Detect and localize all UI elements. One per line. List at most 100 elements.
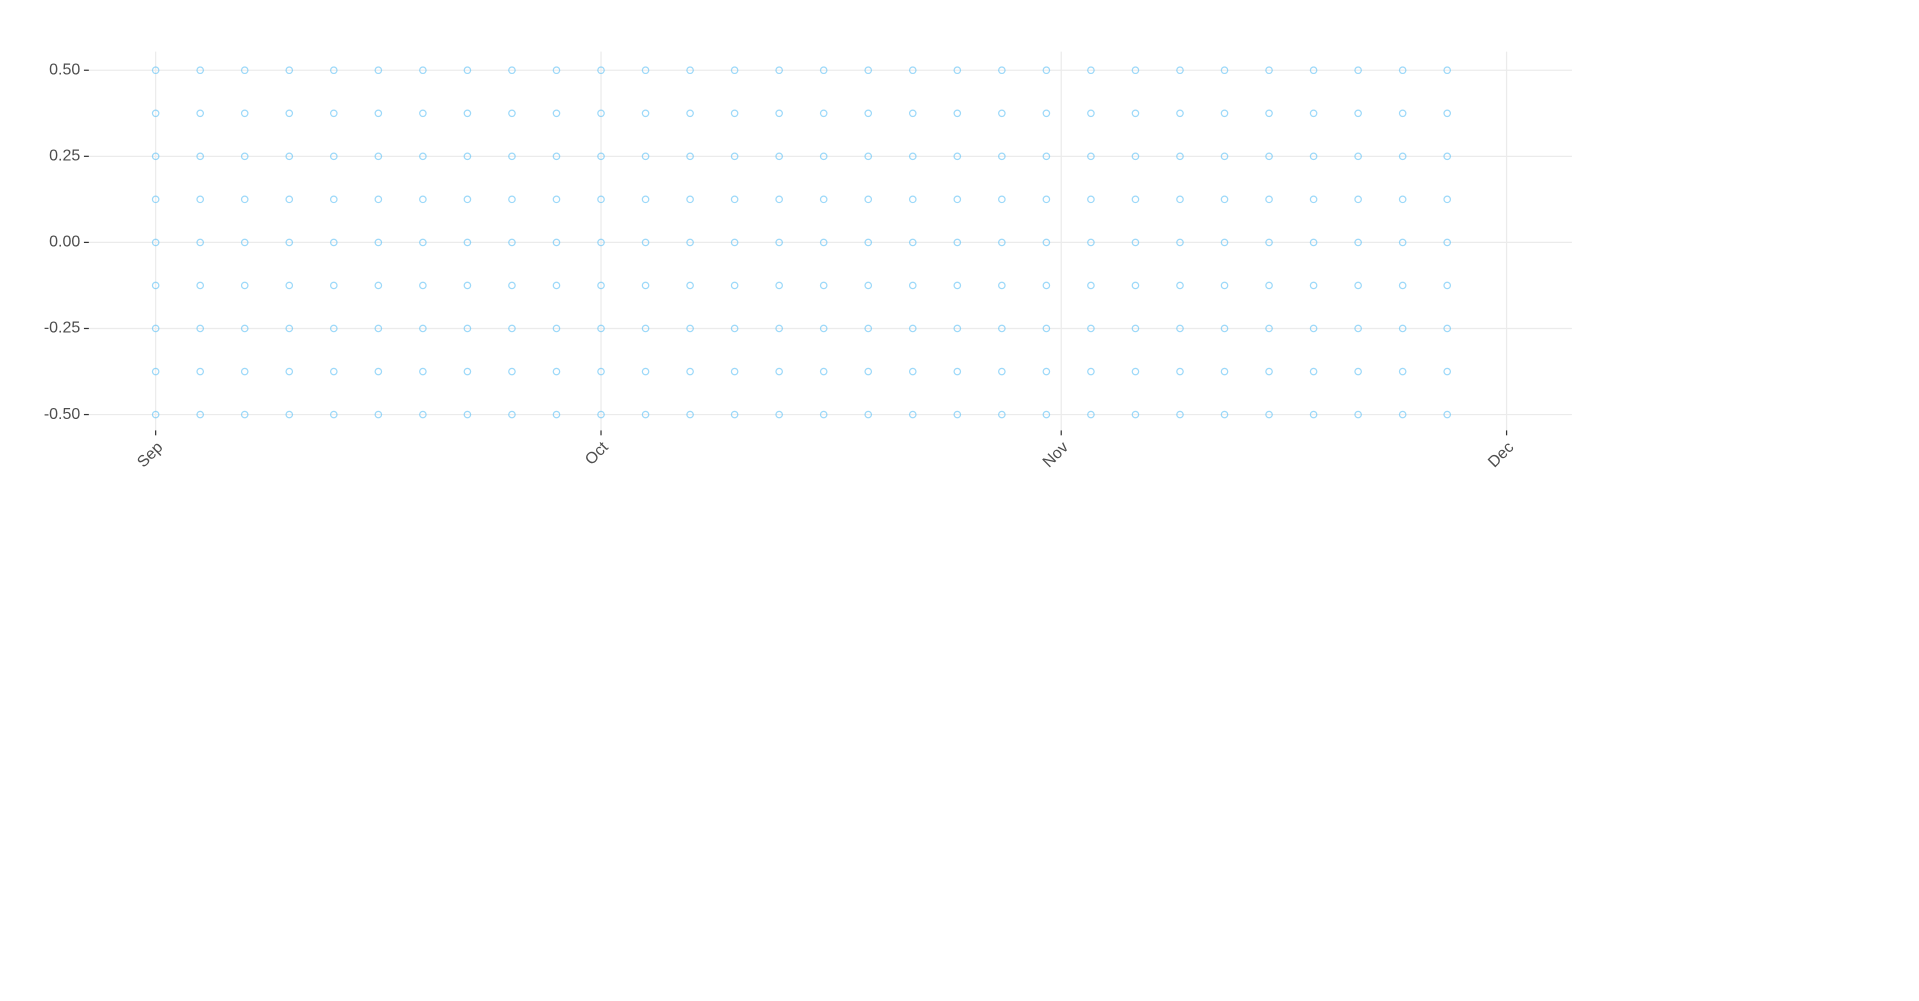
score-point bbox=[196, 109, 205, 118]
x-tick-label: Oct bbox=[582, 439, 612, 469]
score-point bbox=[864, 367, 873, 376]
y-tick-label: -0.25 bbox=[44, 320, 81, 337]
score-point bbox=[1443, 367, 1452, 376]
score-point bbox=[819, 152, 828, 161]
score-point bbox=[1309, 367, 1318, 376]
score-point bbox=[730, 238, 739, 247]
score-point bbox=[1398, 324, 1407, 333]
score-point bbox=[1354, 238, 1362, 247]
score-point bbox=[775, 152, 783, 161]
score-point bbox=[686, 281, 694, 290]
score-point bbox=[819, 367, 828, 376]
score-point bbox=[374, 410, 383, 419]
score-point bbox=[508, 195, 516, 204]
score-point bbox=[953, 195, 962, 204]
score-point bbox=[864, 324, 873, 333]
score-point bbox=[908, 66, 917, 75]
score-point bbox=[864, 410, 873, 419]
score-point bbox=[1309, 109, 1318, 118]
score-point bbox=[819, 109, 828, 118]
score-point bbox=[1176, 238, 1184, 247]
score-point bbox=[552, 152, 561, 161]
score-point bbox=[1309, 238, 1318, 247]
score-point bbox=[463, 367, 472, 376]
score-point bbox=[1265, 324, 1273, 333]
score-point bbox=[240, 367, 249, 376]
score-point bbox=[508, 324, 516, 333]
score-point bbox=[908, 238, 917, 247]
score-point bbox=[196, 281, 205, 290]
score-point bbox=[730, 281, 739, 290]
score-point bbox=[730, 152, 739, 161]
score-point bbox=[240, 109, 249, 118]
score-point bbox=[953, 281, 962, 290]
score-point bbox=[374, 367, 383, 376]
score-point bbox=[1220, 238, 1229, 247]
score-point bbox=[240, 238, 249, 247]
score-point bbox=[597, 324, 605, 333]
score-point bbox=[1220, 410, 1229, 419]
score-point bbox=[1042, 66, 1051, 75]
score-point bbox=[1042, 152, 1051, 161]
score-point bbox=[240, 410, 249, 419]
score-point bbox=[1176, 367, 1184, 376]
score-point bbox=[552, 410, 561, 419]
score-point bbox=[329, 324, 338, 333]
score-point bbox=[1443, 109, 1452, 118]
score-point bbox=[597, 152, 605, 161]
score-point bbox=[1398, 281, 1407, 290]
score-point bbox=[1087, 367, 1095, 376]
score-point bbox=[597, 367, 605, 376]
score-point bbox=[775, 195, 783, 204]
score-point bbox=[953, 238, 962, 247]
score-point bbox=[151, 367, 160, 376]
score-point bbox=[285, 410, 294, 419]
score-point bbox=[1042, 281, 1051, 290]
score-point bbox=[1220, 152, 1229, 161]
score-point bbox=[463, 66, 472, 75]
score-point bbox=[552, 109, 561, 118]
score-point bbox=[1265, 367, 1273, 376]
score-point bbox=[374, 66, 383, 75]
score-point bbox=[1443, 281, 1452, 290]
score-point bbox=[1176, 109, 1184, 118]
score-point bbox=[1354, 410, 1362, 419]
score-point bbox=[196, 238, 205, 247]
score-point bbox=[374, 238, 383, 247]
score-point bbox=[552, 324, 561, 333]
score-point bbox=[641, 152, 650, 161]
score-point bbox=[641, 66, 650, 75]
x-tick-label: Dec bbox=[1485, 439, 1517, 471]
score-point bbox=[908, 152, 917, 161]
score-point bbox=[196, 324, 205, 333]
score-point bbox=[597, 66, 605, 75]
score-point bbox=[1309, 152, 1318, 161]
score-point bbox=[329, 367, 338, 376]
score-point bbox=[508, 367, 516, 376]
score-point bbox=[641, 324, 650, 333]
score-point bbox=[240, 66, 249, 75]
score-point bbox=[1443, 66, 1452, 75]
score-point bbox=[552, 195, 561, 204]
score-point bbox=[329, 410, 338, 419]
y-tick-label: 0.25 bbox=[49, 148, 80, 165]
score-point bbox=[419, 195, 427, 204]
score-point bbox=[374, 324, 383, 333]
score-point bbox=[730, 195, 739, 204]
score-point bbox=[908, 195, 917, 204]
score-point bbox=[641, 109, 650, 118]
score-point bbox=[908, 281, 917, 290]
score-point bbox=[1042, 238, 1051, 247]
score-point bbox=[775, 324, 783, 333]
score-point bbox=[597, 109, 605, 118]
score-point bbox=[953, 152, 962, 161]
y-tick-label: -0.50 bbox=[44, 406, 81, 423]
score-point bbox=[463, 410, 472, 419]
score-point bbox=[552, 367, 561, 376]
score-point bbox=[463, 324, 472, 333]
score-point bbox=[1220, 367, 1229, 376]
score-point bbox=[775, 410, 783, 419]
score-point bbox=[953, 66, 962, 75]
score-point bbox=[463, 281, 472, 290]
score-point bbox=[508, 66, 516, 75]
